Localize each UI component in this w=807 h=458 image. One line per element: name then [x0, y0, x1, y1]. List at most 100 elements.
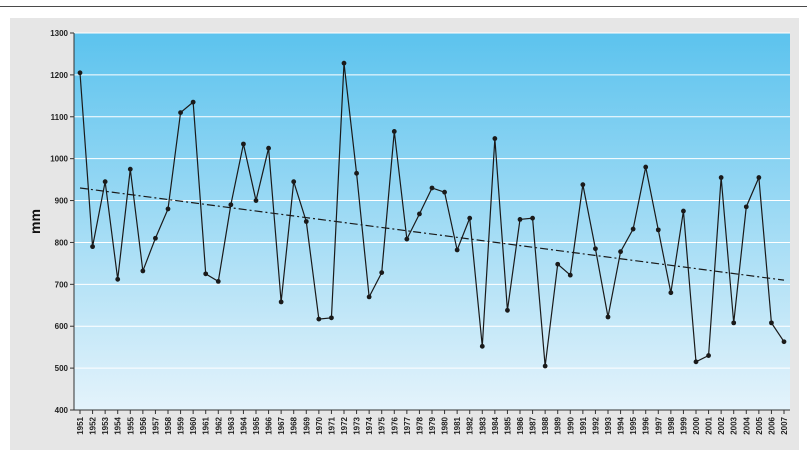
data-point [127, 166, 133, 172]
data-point [354, 170, 359, 176]
data-point [517, 217, 523, 222]
x-tick-label: 1981 [453, 416, 462, 434]
x-tick-label: 1969 [302, 416, 311, 434]
data-point [228, 202, 234, 208]
data-point [90, 244, 95, 250]
data-point [580, 182, 586, 188]
data-point [417, 211, 422, 217]
x-tick-label: 1976 [390, 416, 399, 434]
data-point [630, 226, 636, 232]
x-tick-label: 1973 [353, 416, 362, 434]
data-point [190, 99, 196, 105]
data-point [718, 175, 724, 180]
data-point [530, 215, 535, 221]
x-axis-ticks: 1951 1952 1953 1954 1955 1956 1957 1958 1959 1960… [76, 410, 789, 435]
y-tick-label: 900 [55, 197, 69, 206]
x-tick-label: 1955 [126, 416, 135, 434]
data-point [605, 314, 611, 320]
y-tick-label: 500 [55, 364, 69, 373]
x-tick-label: 2001 [705, 416, 714, 434]
data-point [391, 129, 397, 134]
x-tick-label: 1991 [579, 416, 588, 434]
data-point [567, 272, 573, 278]
x-tick-label: 1963 [227, 416, 236, 434]
x-tick-label: 2004 [742, 416, 751, 434]
x-tick-label: 1997 [654, 416, 663, 434]
data-point [769, 320, 774, 326]
data-point [542, 363, 548, 369]
data-point [241, 141, 246, 147]
data-point [203, 271, 209, 277]
x-tick-label: 2000 [692, 416, 701, 434]
x-tick-label: 1979 [428, 416, 437, 434]
y-tick-label: 1000 [50, 155, 68, 164]
x-tick-label: 1968 [290, 416, 299, 434]
x-tick-label: 2003 [730, 416, 739, 434]
data-point [505, 307, 510, 313]
plot-area [74, 33, 790, 410]
x-tick-label: 1989 [554, 416, 563, 434]
x-tick-label: 1959 [177, 416, 186, 434]
x-tick-label: 2002 [717, 416, 726, 434]
data-points [77, 60, 787, 369]
y-tick-label: 700 [55, 280, 69, 289]
y-tick-label: 1300 [50, 29, 68, 38]
x-tick-label: 1964 [239, 416, 248, 434]
data-point [756, 175, 762, 180]
x-tick-label: 1987 [529, 416, 538, 434]
x-tick-label: 1962 [214, 416, 223, 434]
data-point [429, 185, 435, 191]
data-point [404, 236, 410, 242]
data-point [479, 343, 485, 349]
y-tick-label: 600 [55, 322, 69, 331]
x-tick-label: 1975 [378, 416, 387, 434]
x-tick-label: 1983 [478, 416, 487, 434]
x-tick-label: 2006 [767, 416, 776, 434]
data-point [781, 339, 787, 345]
data-point [253, 198, 259, 203]
x-tick-label: 1988 [541, 416, 550, 434]
x-tick-label: 2005 [755, 416, 764, 434]
x-tick-label: 1985 [503, 416, 512, 434]
y-axis-label: mm [27, 209, 43, 234]
x-tick-label: 1951 [76, 416, 85, 434]
x-tick-label: 1967 [277, 416, 286, 434]
x-tick-label: 1965 [252, 416, 261, 434]
x-tick-label: 1998 [667, 416, 676, 434]
data-point [555, 261, 561, 267]
data-point [706, 353, 711, 358]
y-axis-ticks: 400 500 600 700 800 900 1000 1100 1200 1300 [50, 29, 74, 415]
x-tick-label: 1978 [415, 416, 424, 434]
x-tick-label: 1999 [679, 416, 688, 434]
x-tick-label: 1993 [604, 416, 613, 434]
x-tick-label: 1982 [466, 416, 475, 434]
x-tick-label: 1953 [101, 416, 110, 434]
data-point [140, 268, 146, 274]
data-point [618, 249, 623, 255]
data-point [153, 235, 158, 241]
y-tick-label: 1100 [51, 113, 69, 122]
data-point [693, 359, 699, 365]
x-tick-label: 1990 [566, 416, 575, 434]
x-tick-label: 1977 [403, 416, 412, 434]
x-tick-label: 1970 [315, 416, 324, 434]
x-tick-label: 1958 [164, 416, 173, 434]
data-point [303, 219, 309, 224]
data-point [316, 316, 322, 322]
x-tick-label: 1972 [340, 416, 349, 434]
data-point [643, 164, 649, 170]
data-point [115, 276, 121, 282]
data-point [102, 179, 108, 185]
x-tick-label: 1961 [202, 416, 211, 434]
data-point [743, 204, 749, 210]
x-tick-label: 1974 [365, 416, 374, 434]
data-point [77, 70, 83, 76]
data-point [178, 110, 183, 115]
x-tick-label: 1956 [139, 416, 148, 434]
x-tick-label: 2007 [780, 416, 789, 434]
x-tick-label: 1952 [89, 416, 98, 434]
data-point [266, 145, 271, 151]
x-tick-label: 1992 [591, 416, 600, 434]
data-point [442, 189, 447, 195]
